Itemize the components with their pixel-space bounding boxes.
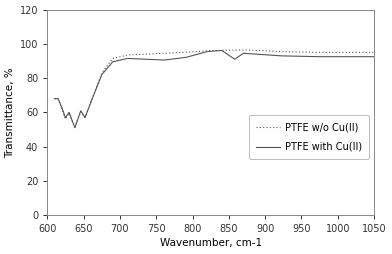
PTFE w/o Cu(II) <box>331 51 336 54</box>
PTFE with Cu(II) <box>89 100 93 103</box>
PTFE w/o Cu(II) <box>89 100 93 103</box>
PTFE with Cu(II) <box>331 55 336 58</box>
Legend: PTFE w/o Cu(II), PTFE with Cu(II): PTFE w/o Cu(II), PTFE with Cu(II) <box>249 115 369 159</box>
PTFE with Cu(II) <box>73 126 77 129</box>
PTFE with Cu(II) <box>52 97 57 100</box>
PTFE with Cu(II) <box>219 49 224 52</box>
PTFE w/o Cu(II) <box>189 51 193 54</box>
PTFE w/o Cu(II) <box>366 51 370 54</box>
PTFE w/o Cu(II) <box>372 51 376 54</box>
PTFE with Cu(II) <box>366 55 370 58</box>
PTFE w/o Cu(II) <box>52 97 57 100</box>
PTFE with Cu(II) <box>108 63 113 66</box>
X-axis label: Wavenumber, cm-1: Wavenumber, cm-1 <box>160 239 262 248</box>
PTFE w/o Cu(II) <box>108 60 113 64</box>
PTFE with Cu(II) <box>175 57 180 60</box>
PTFE w/o Cu(II) <box>241 48 246 51</box>
Y-axis label: Transmittance, %: Transmittance, % <box>5 67 16 158</box>
PTFE with Cu(II) <box>372 55 376 58</box>
Line: PTFE w/o Cu(II): PTFE w/o Cu(II) <box>54 50 374 127</box>
PTFE w/o Cu(II) <box>175 51 180 54</box>
PTFE with Cu(II) <box>189 54 193 57</box>
Line: PTFE with Cu(II): PTFE with Cu(II) <box>54 50 374 128</box>
PTFE w/o Cu(II) <box>73 125 77 129</box>
